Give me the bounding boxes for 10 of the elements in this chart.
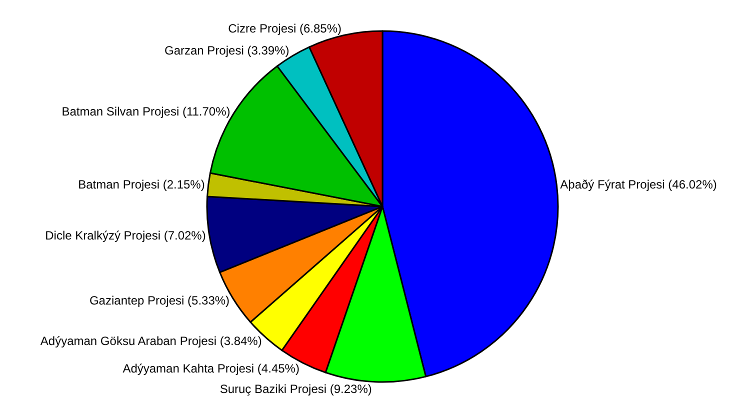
slice-label: Garzan Projesi (3.39%) [164, 44, 290, 58]
slice-label: Batman Silvan Projesi (11.70%) [62, 104, 230, 118]
slice-label: Batman Projesi (2.15%) [78, 178, 205, 192]
slice-label: Dicle Kralkýzý Projesi (7.02%) [45, 228, 206, 242]
slice-label: Cizre Projesi (6.85%) [228, 21, 342, 36]
slice-label: Adýyaman Göksu Araban Projesi (3.84%) [40, 334, 262, 348]
slice-label: Aþaðý Fýrat Projesi (46.02%) [560, 178, 717, 192]
slice-label: Adýyaman Kahta Projesi (4.45%) [122, 362, 300, 376]
slice-label: Gaziantep Projesi (5.33%) [89, 293, 230, 308]
slice-label: Suruç Baziki Projesi (9.23%) [220, 382, 372, 396]
